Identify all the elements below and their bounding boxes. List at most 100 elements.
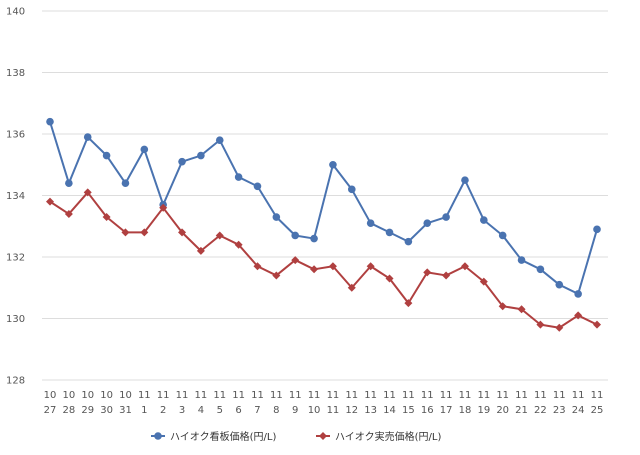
data-point — [291, 231, 300, 240]
data-point — [121, 228, 130, 237]
data-point — [442, 271, 451, 280]
grid-lines — [42, 10, 608, 381]
data-point — [366, 219, 375, 227]
data-point — [140, 228, 149, 237]
x-tick-day: 7 — [254, 405, 260, 416]
data-point — [480, 216, 488, 224]
x-tick-month: 10 — [119, 390, 132, 401]
data-point — [423, 268, 432, 277]
legend-item-1: ハイオク看板価格(円/L) — [151, 430, 276, 443]
y-axis-ticks: 128 130 132 134 136 138 140 — [6, 7, 25, 387]
y-tick-label: 132 — [6, 253, 25, 264]
data-point — [442, 213, 450, 221]
data-point — [347, 185, 356, 194]
x-tick-day: 10 — [308, 405, 321, 416]
data-point — [404, 237, 413, 246]
data-point — [385, 274, 394, 283]
x-tick-month: 10 — [81, 390, 94, 401]
data-point — [574, 290, 582, 298]
data-point — [423, 219, 432, 227]
data-point — [46, 197, 54, 206]
x-tick-month: 11 — [477, 390, 490, 401]
series-1 — [46, 117, 601, 298]
x-tick-day: 23 — [553, 405, 566, 416]
x-tick-day: 8 — [273, 405, 279, 416]
x-tick-day: 28 — [62, 405, 75, 416]
x-tick-month: 11 — [364, 390, 377, 401]
x-tick-day: 18 — [459, 405, 472, 416]
x-tick-month: 11 — [402, 390, 415, 401]
x-tick-day: 16 — [421, 405, 434, 416]
data-point — [178, 228, 187, 237]
x-tick-month: 11 — [138, 390, 151, 401]
x-tick-day: 11 — [327, 405, 340, 416]
data-point — [215, 231, 224, 240]
legend-marker — [319, 432, 327, 440]
data-point — [272, 213, 281, 221]
x-tick-month: 11 — [515, 390, 528, 401]
data-point — [65, 179, 73, 187]
x-tick-day: 31 — [119, 405, 132, 416]
data-point — [234, 173, 243, 181]
data-point — [517, 256, 526, 264]
data-point — [347, 283, 356, 292]
x-tick-day: 6 — [235, 405, 241, 416]
x-tick-month: 11 — [421, 390, 434, 401]
x-tick-day: 14 — [383, 405, 396, 416]
data-point — [140, 145, 149, 154]
x-tick-day: 17 — [440, 405, 453, 416]
data-point — [64, 209, 73, 218]
x-tick-month: 11 — [308, 390, 321, 401]
data-point — [196, 246, 205, 255]
y-tick-label: 128 — [6, 376, 25, 387]
data-point — [102, 213, 111, 222]
legend-marker — [154, 432, 162, 440]
x-tick-day: 29 — [81, 405, 94, 416]
x-tick-day: 12 — [345, 405, 358, 416]
legend: ハイオク看板価格(円/L) ハイオク実売価格(円/L) — [151, 430, 441, 443]
x-tick-day: 15 — [402, 405, 415, 416]
x-tick-month: 11 — [289, 390, 302, 401]
x-tick-month: 11 — [345, 390, 358, 401]
data-point — [310, 265, 319, 274]
data-point — [83, 188, 92, 197]
data-point — [555, 280, 564, 289]
x-tick-month: 11 — [176, 390, 189, 401]
data-point — [310, 234, 318, 243]
series-line — [49, 121, 598, 295]
x-tick-month: 11 — [383, 390, 396, 401]
x-tick-day: 3 — [179, 405, 185, 416]
x-tick-month: 11 — [251, 390, 264, 401]
data-point — [328, 262, 337, 271]
data-point — [234, 240, 243, 249]
x-tick-month: 11 — [327, 390, 340, 401]
data-point — [215, 136, 224, 144]
x-tick-day: 25 — [591, 405, 604, 416]
data-point — [83, 133, 92, 141]
legend-label: ハイオク実売価格(円/L) — [335, 430, 441, 443]
data-point — [574, 311, 583, 320]
legend-item-2: ハイオク実売価格(円/L) — [316, 430, 441, 443]
x-tick-month: 11 — [157, 390, 170, 401]
x-tick-day: 19 — [477, 405, 490, 416]
x-tick-month: 11 — [572, 390, 585, 401]
data-point — [461, 176, 469, 184]
x-tick-month: 10 — [62, 390, 75, 401]
y-tick-label: 134 — [6, 191, 25, 202]
data-point — [385, 228, 394, 237]
data-point — [555, 323, 564, 332]
data-point — [536, 265, 545, 274]
series-2 — [46, 188, 601, 332]
data-point — [404, 299, 413, 308]
x-tick-month: 11 — [270, 390, 283, 401]
data-point — [498, 231, 507, 240]
y-tick-label: 140 — [6, 7, 25, 18]
x-tick-month: 11 — [440, 390, 453, 401]
x-tick-month: 11 — [591, 390, 604, 401]
x-tick-month: 11 — [534, 390, 547, 401]
data-point — [178, 157, 186, 166]
y-tick-label: 138 — [6, 68, 25, 79]
x-tick-day: 4 — [198, 405, 204, 416]
y-tick-label: 136 — [6, 130, 25, 141]
x-tick-day: 22 — [534, 405, 547, 416]
